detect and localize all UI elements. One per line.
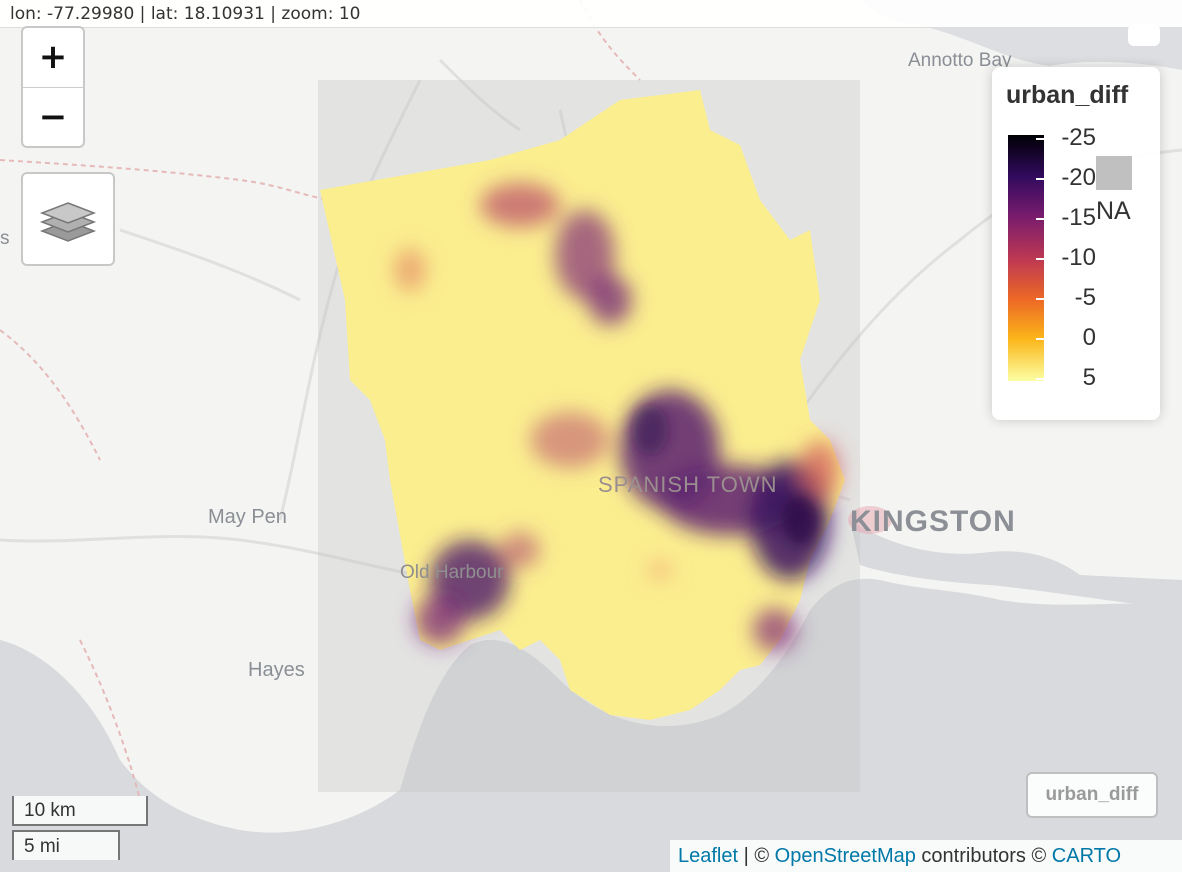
raster-hotspots-dark	[632, 405, 818, 545]
legend-title: urban_diff	[1006, 81, 1129, 109]
label-annotto-bay: Annotto Bay	[908, 50, 1012, 71]
extra-control-button[interactable]	[1128, 24, 1160, 46]
legend-colorbar	[1008, 135, 1044, 381]
legend-tick: -10	[1061, 244, 1096, 271]
raster-hotspots	[394, 183, 840, 652]
legend-tick: -25	[1061, 124, 1096, 151]
carto-link[interactable]: CARTO	[1051, 845, 1122, 867]
zoom-in-button[interactable]: +	[23, 28, 83, 88]
zoom-out-button[interactable]: −	[38, 97, 68, 137]
attribution: Leaflet | © OpenStreetMap contributors ©…	[670, 840, 1182, 872]
label-old-harbour: Old Harbour	[400, 562, 504, 583]
sea-south	[0, 578, 1182, 872]
scale-bar-km: 10 km	[12, 796, 148, 826]
legend-na-swatch	[1096, 156, 1132, 190]
osm-link[interactable]: OpenStreetMap	[774, 845, 916, 867]
legend-na-label: NA	[1096, 197, 1131, 225]
label-kingston: KINGSTON	[850, 505, 1016, 538]
kingston-urban	[848, 506, 892, 534]
kingston-harbour	[850, 520, 1182, 610]
leaflet-link[interactable]: Leaflet	[678, 845, 739, 867]
attribution-sep: | ©	[738, 845, 775, 867]
layer-toggle-button[interactable]: urban_diff	[1026, 772, 1158, 818]
label-cut-left: s	[0, 228, 10, 249]
legend-tick: 5	[1082, 364, 1096, 391]
legend-tick: 0	[1082, 324, 1096, 351]
legend-tick: -20	[1061, 164, 1096, 191]
layers-button[interactable]	[21, 172, 115, 266]
label-hayes: Hayes	[248, 659, 305, 681]
coordinate-readout: lon: -77.29980 | lat: 18.10931 | zoom: 1…	[0, 0, 1182, 28]
legend-tick: -15	[1061, 204, 1096, 231]
layers-icon	[39, 202, 97, 242]
label-may-pen: May Pen	[208, 506, 287, 528]
attribution-mid: contributors ©	[915, 845, 1052, 867]
scale-bar-mi: 5 mi	[12, 830, 120, 860]
legend: urban_diff	[992, 67, 1160, 420]
zoom-control: + −	[21, 26, 85, 148]
legend-tick: -5	[1074, 284, 1096, 311]
label-spanish-town: SPANISH TOWN	[598, 472, 778, 497]
